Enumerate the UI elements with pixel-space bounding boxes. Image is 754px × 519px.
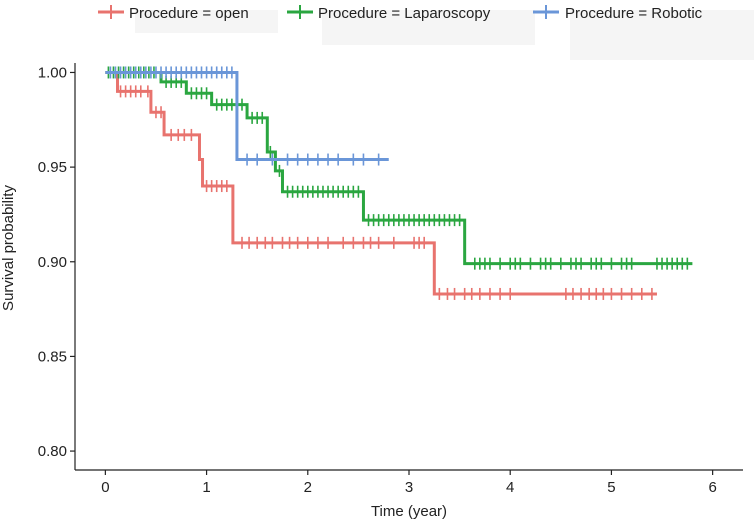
- legend-bg-laparoscopy: [322, 10, 535, 45]
- series-laparoscopy: [105, 66, 693, 270]
- series-line-open: [105, 70, 657, 296]
- series-line-laparoscopy: [105, 70, 693, 266]
- legend-bg-robotic: [570, 10, 754, 60]
- legend-label-open: Procedure = open: [129, 5, 249, 22]
- series-robotic: [105, 66, 389, 166]
- legend-label-robotic: Procedure = Robotic: [565, 5, 703, 22]
- legend: Procedure = open Procedure = Laparoscopy…: [98, 5, 754, 60]
- legend-item-robotic: Procedure = Robotic: [533, 5, 703, 22]
- x-axis-title: Time (year): [371, 503, 447, 519]
- y-axis-ticks: 0.80 0.85 0.90 0.95 1.00: [38, 64, 75, 460]
- legend-item-laparoscopy: Procedure = Laparoscopy: [287, 5, 491, 22]
- legend-bg-open: [135, 10, 278, 33]
- legend-label-laparoscopy: Procedure = Laparoscopy: [318, 5, 491, 22]
- y-tick-label: 1.00: [38, 64, 67, 81]
- x-axis-ticks: 0 1 2 3 4 5 6: [101, 470, 717, 496]
- y-tick-label: 0.85: [38, 348, 67, 365]
- x-tick-label: 0: [101, 479, 109, 496]
- x-tick-label: 2: [304, 479, 312, 496]
- x-tick-label: 1: [202, 479, 210, 496]
- y-tick-label: 0.80: [38, 443, 67, 460]
- legend-item-open: Procedure = open: [98, 5, 249, 22]
- x-tick-label: 4: [506, 479, 514, 496]
- series-layer: [105, 66, 693, 300]
- series-open: [105, 70, 657, 300]
- x-tick-label: 6: [708, 479, 716, 496]
- x-tick-label: 3: [405, 479, 413, 496]
- y-tick-label: 0.95: [38, 159, 67, 176]
- y-tick-label: 0.90: [38, 254, 67, 271]
- y-axis-title: Survival probability: [0, 185, 17, 311]
- x-tick-label: 5: [607, 479, 615, 496]
